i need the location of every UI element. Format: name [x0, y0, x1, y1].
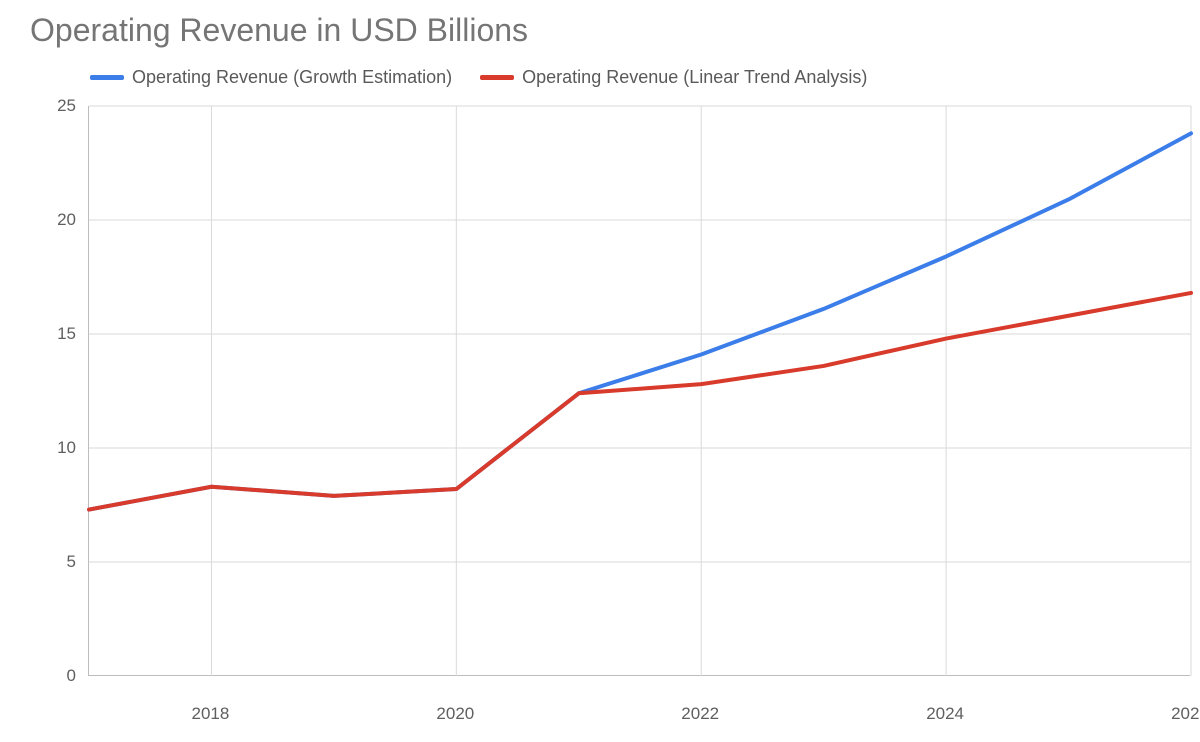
x-tick-label: 2018	[192, 704, 230, 724]
x-tick-label: 2024	[926, 704, 964, 724]
legend-label-growth: Operating Revenue (Growth Estimation)	[132, 67, 452, 88]
y-tick-label: 10	[57, 438, 76, 458]
y-tick-label: 20	[57, 210, 76, 230]
x-tick-label: 2022	[681, 704, 719, 724]
plot-wrap: 0510152025 20182020202220242026	[30, 106, 1190, 676]
series-line-linear	[89, 293, 1191, 510]
legend-label-linear: Operating Revenue (Linear Trend Analysis…	[522, 67, 867, 88]
chart-svg	[89, 106, 1191, 676]
y-tick-label: 5	[67, 552, 76, 572]
legend-swatch-growth	[90, 75, 124, 80]
y-axis: 0510152025	[30, 106, 88, 676]
legend-item-linear: Operating Revenue (Linear Trend Analysis…	[480, 67, 867, 88]
y-tick-label: 15	[57, 324, 76, 344]
plot-area	[88, 106, 1190, 676]
x-tick-label: 2026	[1171, 704, 1200, 724]
series-line-growth	[89, 133, 1191, 509]
y-tick-label: 0	[67, 666, 76, 686]
chart-title: Operating Revenue in USD Billions	[30, 12, 1180, 49]
legend-swatch-linear	[480, 75, 514, 80]
legend-item-growth: Operating Revenue (Growth Estimation)	[90, 67, 452, 88]
y-tick-label: 25	[57, 96, 76, 116]
chart-legend: Operating Revenue (Growth Estimation) Op…	[90, 67, 1180, 88]
chart-container: Operating Revenue in USD Billions Operat…	[30, 12, 1180, 676]
x-tick-label: 2020	[436, 704, 474, 724]
